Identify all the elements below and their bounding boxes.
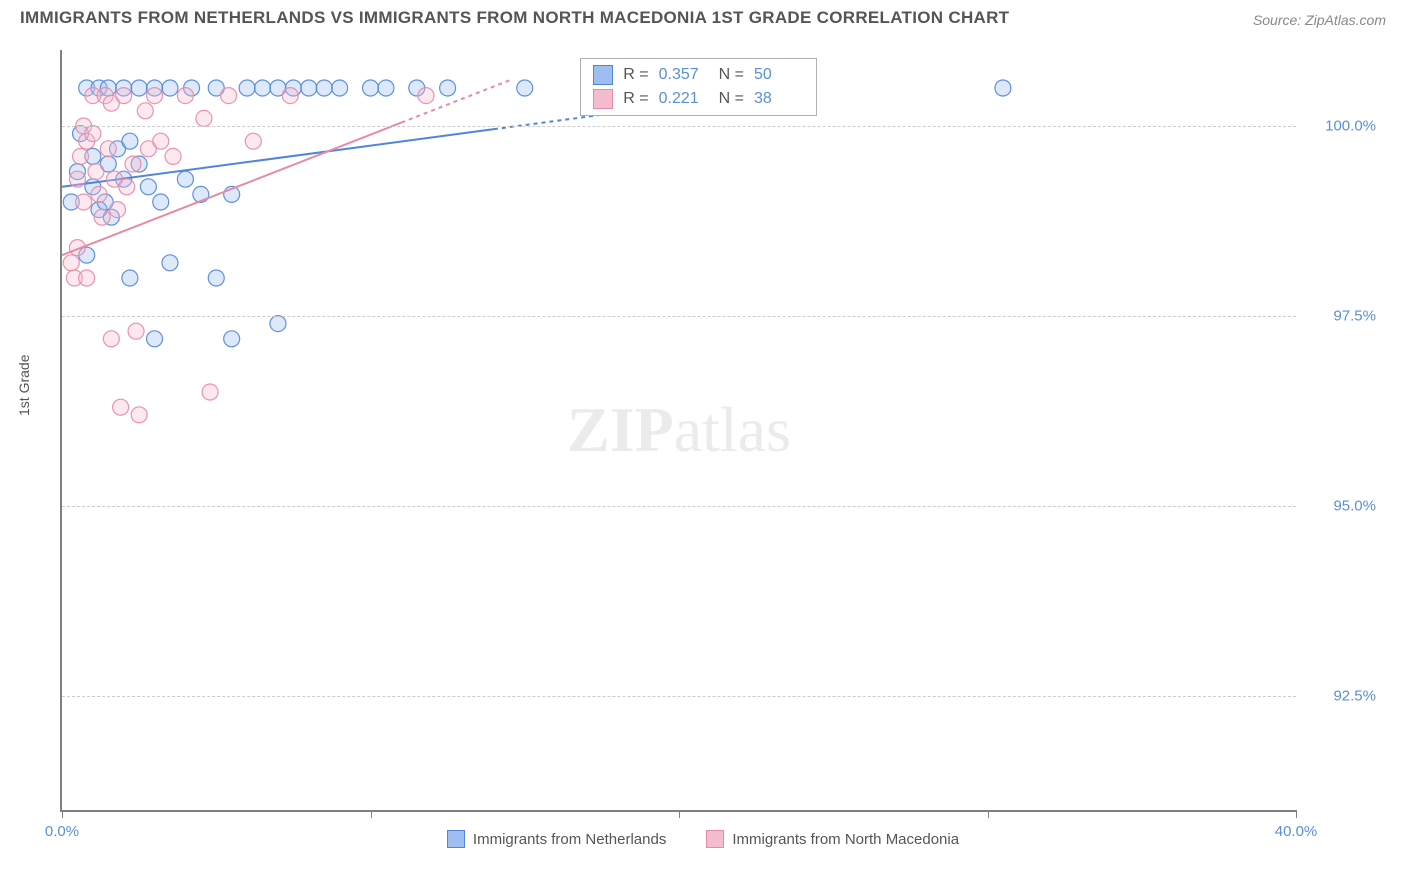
- data-point: [363, 80, 379, 96]
- data-point: [378, 80, 394, 96]
- data-point: [196, 110, 212, 126]
- gridline: [62, 316, 1296, 317]
- data-point: [94, 209, 110, 225]
- x-tick-mark: [679, 810, 680, 818]
- data-point: [440, 80, 456, 96]
- data-point: [255, 80, 271, 96]
- data-point: [63, 255, 79, 271]
- data-point: [110, 202, 126, 218]
- x-legend: Immigrants from Netherlands Immigrants f…: [20, 830, 1386, 848]
- legend-item-macedonia: Immigrants from North Macedonia: [706, 830, 959, 848]
- plot-area: ZIPatlas R =0.357N =50R =0.221N =38 92.5…: [60, 50, 1296, 812]
- data-point: [85, 126, 101, 142]
- data-point: [208, 270, 224, 286]
- data-point: [119, 179, 135, 195]
- data-point: [153, 133, 169, 149]
- data-point: [162, 80, 178, 96]
- correlation-stat-box: R = 0.357 N = 50 R = 0.221 N = 38: [580, 58, 817, 116]
- data-point: [301, 80, 317, 96]
- data-point: [69, 171, 85, 187]
- data-point: [91, 186, 107, 202]
- y-axis-label: 1st Grade: [16, 355, 32, 416]
- data-point: [177, 88, 193, 104]
- data-point: [316, 80, 332, 96]
- y-tick-label: 95.0%: [1306, 498, 1376, 515]
- data-point: [116, 88, 132, 104]
- data-point: [282, 88, 298, 104]
- x-tick-mark: [1296, 810, 1297, 818]
- data-point: [131, 80, 147, 96]
- data-point: [100, 141, 116, 157]
- data-point: [76, 194, 92, 210]
- data-point: [147, 331, 163, 347]
- y-tick-label: 97.5%: [1306, 308, 1376, 325]
- chart-title: IMMIGRANTS FROM NETHERLANDS VS IMMIGRANT…: [20, 8, 1009, 28]
- stat-swatch-icon: [593, 89, 613, 109]
- x-tick-mark: [371, 810, 372, 818]
- data-point: [147, 88, 163, 104]
- data-point: [165, 148, 181, 164]
- chart-container: 1st Grade ZIPatlas R =0.357N =50R =0.221…: [20, 40, 1386, 852]
- stat-row: R = 0.221 N = 38: [589, 87, 808, 111]
- gridline: [62, 696, 1296, 697]
- data-point: [88, 164, 104, 180]
- data-point: [131, 407, 147, 423]
- y-tick-label: 92.5%: [1306, 688, 1376, 705]
- data-point: [995, 80, 1011, 96]
- legend-item-netherlands: Immigrants from Netherlands: [447, 830, 666, 848]
- stat-n-value: 38: [754, 90, 804, 108]
- data-point: [270, 316, 286, 332]
- gridline: [62, 506, 1296, 507]
- data-point: [122, 133, 138, 149]
- x-tick-mark: [988, 810, 989, 818]
- data-point: [153, 194, 169, 210]
- data-point: [221, 88, 237, 104]
- data-point: [418, 88, 434, 104]
- y-tick-label: 100.0%: [1306, 118, 1376, 135]
- legend-swatch-icon: [447, 830, 465, 848]
- data-point: [137, 103, 153, 119]
- data-point: [122, 270, 138, 286]
- stat-swatch-icon: [593, 65, 613, 85]
- data-point: [332, 80, 348, 96]
- legend-label: Immigrants from North Macedonia: [732, 831, 959, 848]
- stat-n-value: 50: [754, 66, 804, 84]
- stat-r-value: 0.357: [659, 66, 709, 84]
- data-point: [73, 148, 89, 164]
- stat-r-value: 0.221: [659, 90, 709, 108]
- stat-row: R = 0.357 N = 50: [589, 63, 808, 87]
- gridline: [62, 126, 1296, 127]
- data-point: [224, 331, 240, 347]
- data-point: [245, 133, 261, 149]
- data-point: [239, 80, 255, 96]
- data-point: [177, 171, 193, 187]
- x-tick-mark: [62, 810, 63, 818]
- data-point: [162, 255, 178, 271]
- data-point: [79, 270, 95, 286]
- stat-n-label: N =: [719, 90, 744, 108]
- data-point: [103, 331, 119, 347]
- data-point: [128, 323, 144, 339]
- stat-n-label: N =: [719, 66, 744, 84]
- legend-swatch-icon: [706, 830, 724, 848]
- data-point: [125, 156, 141, 172]
- data-point: [517, 80, 533, 96]
- legend-label: Immigrants from Netherlands: [473, 831, 666, 848]
- data-point: [113, 399, 129, 415]
- stat-r-label: R =: [623, 66, 648, 84]
- stat-r-label: R =: [623, 90, 648, 108]
- data-point: [202, 384, 218, 400]
- source-label: Source: ZipAtlas.com: [1253, 12, 1386, 28]
- data-point: [140, 179, 156, 195]
